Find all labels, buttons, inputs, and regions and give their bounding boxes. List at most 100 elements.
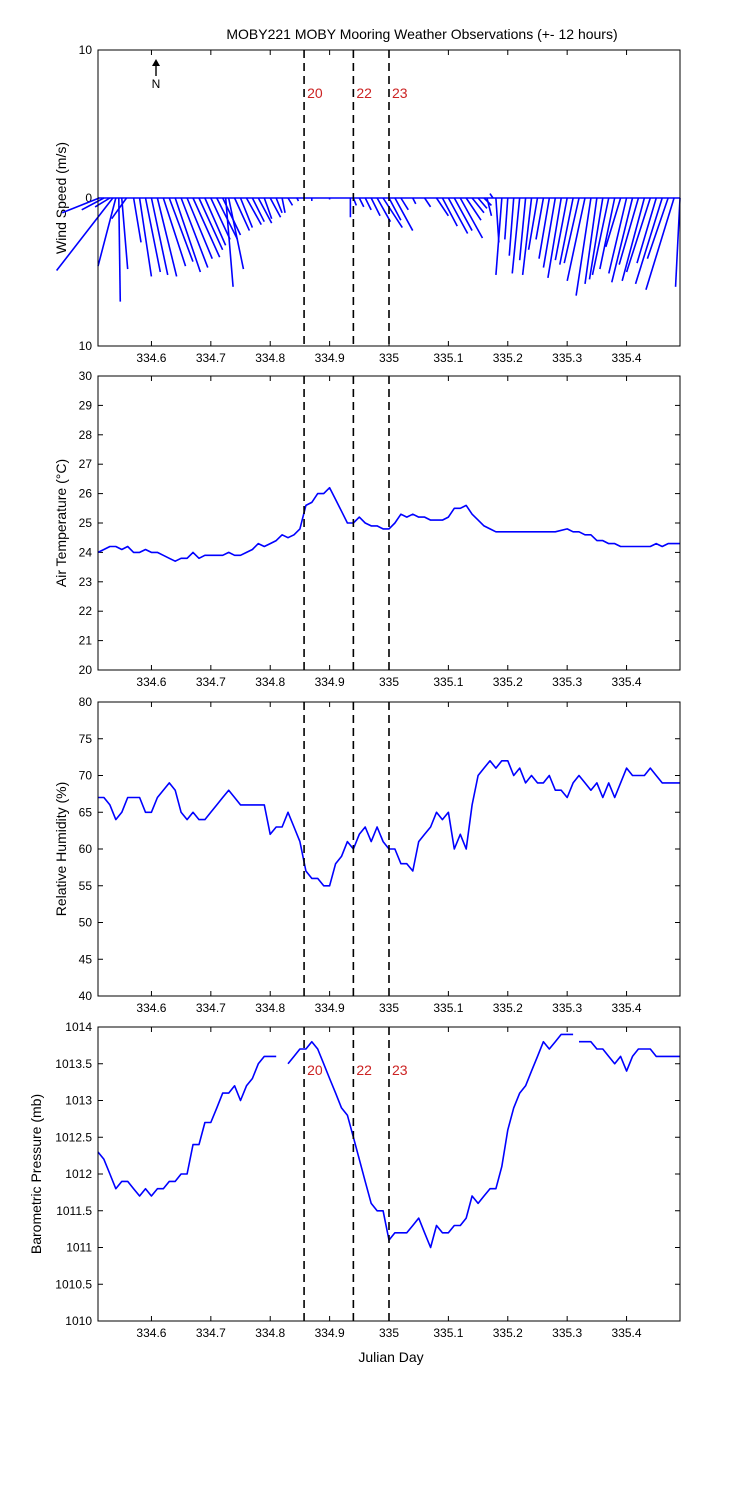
wind-vector bbox=[55, 197, 114, 272]
y-tick-label: 1010 bbox=[65, 1314, 92, 1328]
wind-vector bbox=[423, 197, 432, 208]
north-label: N bbox=[152, 77, 161, 91]
y-tick-label: 1013 bbox=[65, 1094, 92, 1108]
x-tick-label: 334.8 bbox=[255, 1326, 285, 1340]
wind-vector bbox=[132, 197, 142, 243]
x-tick-label: 335.2 bbox=[493, 1001, 523, 1015]
y-axis-label: Barometric Pressure (mb) bbox=[28, 1094, 44, 1254]
x-tick-label: 335.3 bbox=[552, 675, 582, 689]
data-series-line bbox=[97, 1055, 277, 1197]
wind-vector bbox=[370, 197, 381, 217]
wind-vector bbox=[459, 197, 484, 239]
wind-vector bbox=[61, 197, 100, 214]
x-tick-label: 335.2 bbox=[493, 675, 523, 689]
x-tick-label: 334.9 bbox=[315, 1001, 345, 1015]
wind-vector bbox=[563, 197, 580, 264]
wind-vector bbox=[504, 197, 509, 240]
wind-vector bbox=[120, 197, 129, 270]
event-marker-label: 20 bbox=[307, 85, 323, 101]
y-tick-label: 1010.5 bbox=[55, 1277, 92, 1291]
wind-vector bbox=[435, 197, 450, 217]
x-tick-label: 335.1 bbox=[433, 1001, 463, 1015]
wind-vector bbox=[636, 197, 658, 264]
wind-vector bbox=[599, 197, 616, 270]
wind-vector bbox=[453, 197, 473, 231]
wind-vector bbox=[618, 197, 640, 265]
y-tick-label: 65 bbox=[79, 805, 93, 819]
wind-vector bbox=[542, 197, 557, 268]
event-marker-label: 22 bbox=[356, 85, 372, 101]
wind-vector bbox=[412, 197, 417, 205]
y-tick-label: 1011.5 bbox=[56, 1204, 92, 1218]
wind-vector bbox=[269, 197, 282, 218]
wind-vector bbox=[645, 197, 675, 290]
wind-vector bbox=[97, 197, 117, 267]
x-tick-label: 335 bbox=[379, 1001, 399, 1015]
x-tick-label: 335 bbox=[379, 675, 399, 689]
panel-4: Barometric Pressure (mb) 334.6 334.7 334.8 3… bbox=[28, 1020, 681, 1340]
wind-vector bbox=[239, 197, 254, 228]
wind-vector bbox=[156, 197, 178, 277]
wind-vector bbox=[621, 197, 646, 282]
wind-vector bbox=[538, 197, 551, 259]
x-tick-label: 334.9 bbox=[315, 675, 345, 689]
y-tick-label: 80 bbox=[79, 695, 93, 709]
wind-vector bbox=[394, 197, 414, 231]
y-tick-label: 1013.5 bbox=[55, 1057, 92, 1071]
wind-vector bbox=[210, 197, 231, 240]
panel-2: Air Temperature (°C) 334.6 334.7 334.8 334.9… bbox=[53, 369, 681, 689]
y-tick-label: 10 bbox=[79, 43, 93, 57]
x-tick-label: 335.1 bbox=[433, 675, 463, 689]
plot-frame bbox=[97, 49, 681, 347]
plot-frame bbox=[97, 701, 681, 997]
y-tick-label: 1011 bbox=[66, 1241, 92, 1255]
x-tick-label: 335.1 bbox=[433, 1326, 463, 1340]
x-tick-label: 334.9 bbox=[315, 351, 345, 365]
y-tick-label: 1012.5 bbox=[55, 1130, 92, 1144]
wind-vector bbox=[605, 197, 622, 248]
y-tick-label: 50 bbox=[79, 916, 93, 930]
wind-vector bbox=[591, 197, 610, 276]
wind-vector bbox=[521, 197, 533, 276]
x-tick-label: 334.7 bbox=[196, 1326, 226, 1340]
wind-vector bbox=[486, 197, 493, 216]
event-marker-label: 23 bbox=[392, 85, 408, 101]
wind-vector bbox=[287, 197, 294, 206]
x-tick-label: 335.4 bbox=[612, 1326, 642, 1340]
wind-vector bbox=[610, 197, 634, 283]
wind-vector bbox=[364, 197, 372, 211]
wind-vector bbox=[376, 197, 392, 223]
y-tick-label: 1014 bbox=[65, 1020, 92, 1034]
wind-vector bbox=[674, 197, 681, 287]
wind-vector bbox=[150, 197, 169, 276]
event-marker-label: 20 bbox=[307, 1062, 323, 1078]
wind-vector bbox=[584, 197, 598, 284]
y-tick-label: 70 bbox=[79, 769, 93, 783]
wind-vector bbox=[168, 197, 194, 262]
wind-vector bbox=[527, 197, 539, 250]
x-tick-label: 335 bbox=[379, 351, 399, 365]
wind-vector bbox=[400, 197, 409, 211]
x-tick-label: 334.7 bbox=[196, 1001, 226, 1015]
wind-vector bbox=[180, 197, 209, 268]
wind-vector bbox=[144, 197, 162, 273]
y-axis-label: Air Temperature (°C) bbox=[53, 459, 69, 587]
wind-vector bbox=[281, 197, 286, 213]
panel-3: Relative Humidity (%) 334.6 334.7 334.8 334.… bbox=[53, 695, 681, 1015]
wind-vector bbox=[388, 197, 402, 221]
wind-vector bbox=[162, 197, 187, 267]
wind-vector bbox=[358, 197, 365, 208]
wind-vector bbox=[535, 197, 545, 240]
y-axis-label: Relative Humidity (%) bbox=[53, 782, 69, 917]
y-tick-label: 45 bbox=[79, 952, 93, 966]
wind-vector bbox=[382, 197, 403, 229]
x-tick-label: 335.3 bbox=[552, 1001, 582, 1015]
y-tick-label: 24 bbox=[79, 545, 93, 559]
wind-vector bbox=[547, 197, 563, 279]
y-tick-label: 1012 bbox=[65, 1167, 92, 1181]
y-tick-label: 30 bbox=[79, 369, 93, 383]
wind-vector bbox=[227, 197, 245, 270]
x-tick-label: 335 bbox=[379, 1326, 399, 1340]
wind-vector bbox=[111, 197, 128, 220]
